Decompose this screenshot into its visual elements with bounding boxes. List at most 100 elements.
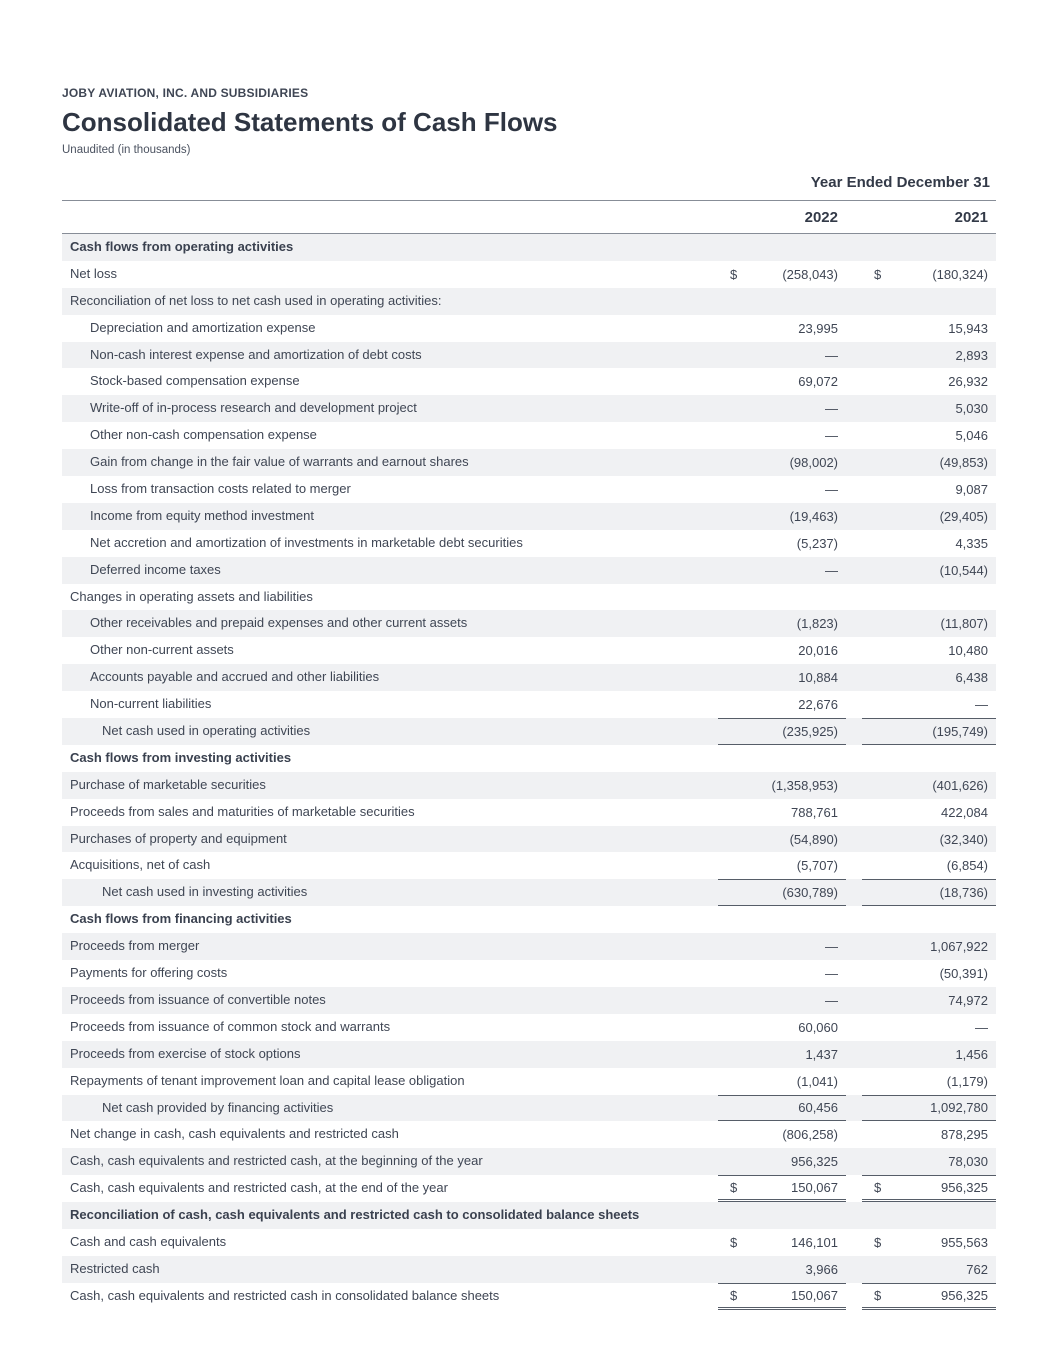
- value-cell-2021: 2,893: [862, 342, 996, 369]
- value-cell-2022: 60,060: [718, 1014, 846, 1041]
- amount-2022: —: [825, 965, 838, 981]
- row-label: Income from equity method investment: [90, 507, 314, 523]
- amount-2021: (195,749): [932, 723, 988, 739]
- amount-2021: 5,030: [955, 401, 988, 417]
- amount-2021: 878,295: [941, 1127, 988, 1143]
- amount-2021: 78,030: [948, 1154, 988, 1170]
- table-row: Net change in cash, cash equivalents and…: [62, 1121, 996, 1148]
- table-row: Non-cash interest expense and amortizati…: [62, 341, 996, 369]
- amount-2022: 60,456: [798, 1100, 838, 1116]
- value-cell-2022: $150,067: [718, 1282, 846, 1310]
- value-cell-2022: —: [718, 960, 846, 987]
- value-cell-2022: (1,041): [718, 1068, 846, 1095]
- amount-2021: 9,087: [955, 481, 988, 497]
- row-label: Proceeds from issuance of common stock a…: [70, 1018, 391, 1034]
- amount-2022: 10,884: [798, 670, 838, 686]
- value-cell-2021: [862, 1202, 996, 1229]
- table-row: Cash and cash equivalents $146,101 $955,56…: [62, 1229, 996, 1256]
- currency-symbol: $: [730, 1180, 738, 1196]
- amount-2022: (235,925): [782, 723, 838, 739]
- row-label: Reconciliation of cash, cash equivalents…: [70, 1207, 640, 1223]
- amount-2022: (5,707): [796, 858, 838, 874]
- amount-2021: 1,067,922: [930, 939, 988, 955]
- amount-2021: (1,179): [946, 1073, 988, 1089]
- amount-2022: (258,043): [782, 266, 838, 282]
- value-cell-2021: (18,736): [862, 879, 996, 907]
- value-cell-2021: [862, 584, 996, 611]
- value-cell-2022: 1,437: [718, 1041, 846, 1068]
- row-label: Net change in cash, cash equivalents and…: [70, 1126, 399, 1142]
- table-row: Cash, cash equivalents and restricted ca…: [62, 1175, 996, 1203]
- amount-2021: (50,391): [939, 965, 988, 981]
- amount-2022: 150,067: [791, 1180, 838, 1196]
- table-row: Cash flows from investing activities: [62, 745, 996, 772]
- table-row: Reconciliation of cash, cash equivalents…: [62, 1202, 996, 1229]
- value-cell-2022: —: [718, 476, 846, 503]
- value-cell-2022: (1,823): [718, 610, 846, 637]
- row-label: Other non-current assets: [90, 642, 234, 658]
- amount-2022: —: [825, 992, 838, 1008]
- table-row: Repayments of tenant improvement loan an…: [62, 1068, 996, 1095]
- amount-2021: 422,084: [941, 804, 988, 820]
- table-row: Net loss $ (258,043) $ (180,324): [62, 261, 996, 288]
- year-column-2022: 2022: [804, 208, 838, 226]
- amount-2022: 23,995: [798, 320, 838, 336]
- value-cell-2022: —: [718, 422, 846, 449]
- document-subtitle: Unaudited (in thousands): [62, 144, 191, 156]
- table-row: Proceeds from exercise of stock options 1…: [62, 1040, 996, 1068]
- row-label: Gain from change in the fair value of wa…: [90, 454, 469, 470]
- value-cell-2021: (1,179): [862, 1068, 996, 1095]
- row-label: Purchase of marketable securities: [70, 776, 266, 792]
- value-cell-2021: (11,807): [862, 610, 996, 637]
- value-cell-2022: 23,995: [718, 315, 846, 342]
- value-cell-2022: —: [718, 557, 846, 584]
- amount-2021: (32,340): [939, 831, 988, 847]
- table-row: Stock-based compensation expense 69,072 26…: [62, 368, 996, 395]
- amount-2022: (806,258): [782, 1127, 838, 1143]
- value-cell-2021: 5,030: [862, 395, 996, 422]
- table-row: Net cash used in investing activities (63…: [62, 879, 996, 907]
- value-cell-2022: 60,456: [718, 1094, 846, 1122]
- table-row: Loss from transaction costs related to m…: [62, 476, 996, 503]
- row-label: Non-current liabilities: [90, 696, 212, 712]
- value-cell-2022: [718, 906, 846, 933]
- table-row: Purchase of marketable securities (1,358,…: [62, 771, 996, 799]
- value-cell-2021: (6,854): [862, 852, 996, 879]
- value-cell-2022: (54,890): [718, 826, 846, 853]
- row-label: Net cash provided by financing activitie…: [102, 1099, 334, 1115]
- value-cell-2021: 6,438: [862, 664, 996, 691]
- value-cell-2022: (5,237): [718, 530, 846, 557]
- row-label: Write-off of in-process research and dev…: [90, 400, 417, 416]
- value-cell-2022: $150,067: [718, 1175, 846, 1203]
- row-label: Reconciliation of net loss to net cash u…: [70, 292, 442, 308]
- value-cell-2022: (5,707): [718, 852, 846, 879]
- value-cell-2022: $ (258,043): [718, 261, 846, 288]
- statement-rows: Cash flows from operating activities Net …: [62, 234, 996, 1310]
- value-cell-2021: $955,563: [862, 1229, 996, 1256]
- row-label: Other receivables and prepaid expenses a…: [90, 615, 468, 631]
- row-label: Restricted cash: [70, 1260, 160, 1276]
- value-cell-2021: 9,087: [862, 476, 996, 503]
- amount-2021: 762: [966, 1261, 988, 1277]
- value-cell-2021: [862, 288, 996, 315]
- table-row: Payments for offering costs — (50,391): [62, 960, 996, 987]
- document-header: JOBY AVIATION, INC. AND SUBSIDIARIES Con…: [62, 86, 996, 156]
- table-row: Proceeds from issuance of common stock a…: [62, 1014, 996, 1041]
- value-cell-2021: 26,932: [862, 368, 996, 395]
- value-cell-2021: 10,480: [862, 637, 996, 664]
- value-cell-2022: (1,358,953): [718, 772, 846, 799]
- currency-symbol: $: [874, 266, 882, 282]
- amount-2022: (1,358,953): [771, 777, 839, 793]
- value-cell-2021: $956,325: [862, 1175, 996, 1203]
- amount-2021: —: [975, 1019, 988, 1035]
- amount-2022: —: [825, 939, 838, 955]
- value-cell-2021: 762: [862, 1256, 996, 1283]
- amount-2021: 5,046: [955, 428, 988, 444]
- value-cell-2022: —: [718, 933, 846, 960]
- amount-2021: (11,807): [940, 616, 988, 632]
- value-cell-2022: (19,463): [718, 503, 846, 530]
- amount-2021: 956,325: [941, 1287, 988, 1303]
- row-label: Repayments of tenant improvement loan an…: [70, 1072, 465, 1088]
- table-row: Cash, cash equivalents and restricted ca…: [62, 1282, 996, 1310]
- year-column-2021: 2021: [954, 208, 988, 226]
